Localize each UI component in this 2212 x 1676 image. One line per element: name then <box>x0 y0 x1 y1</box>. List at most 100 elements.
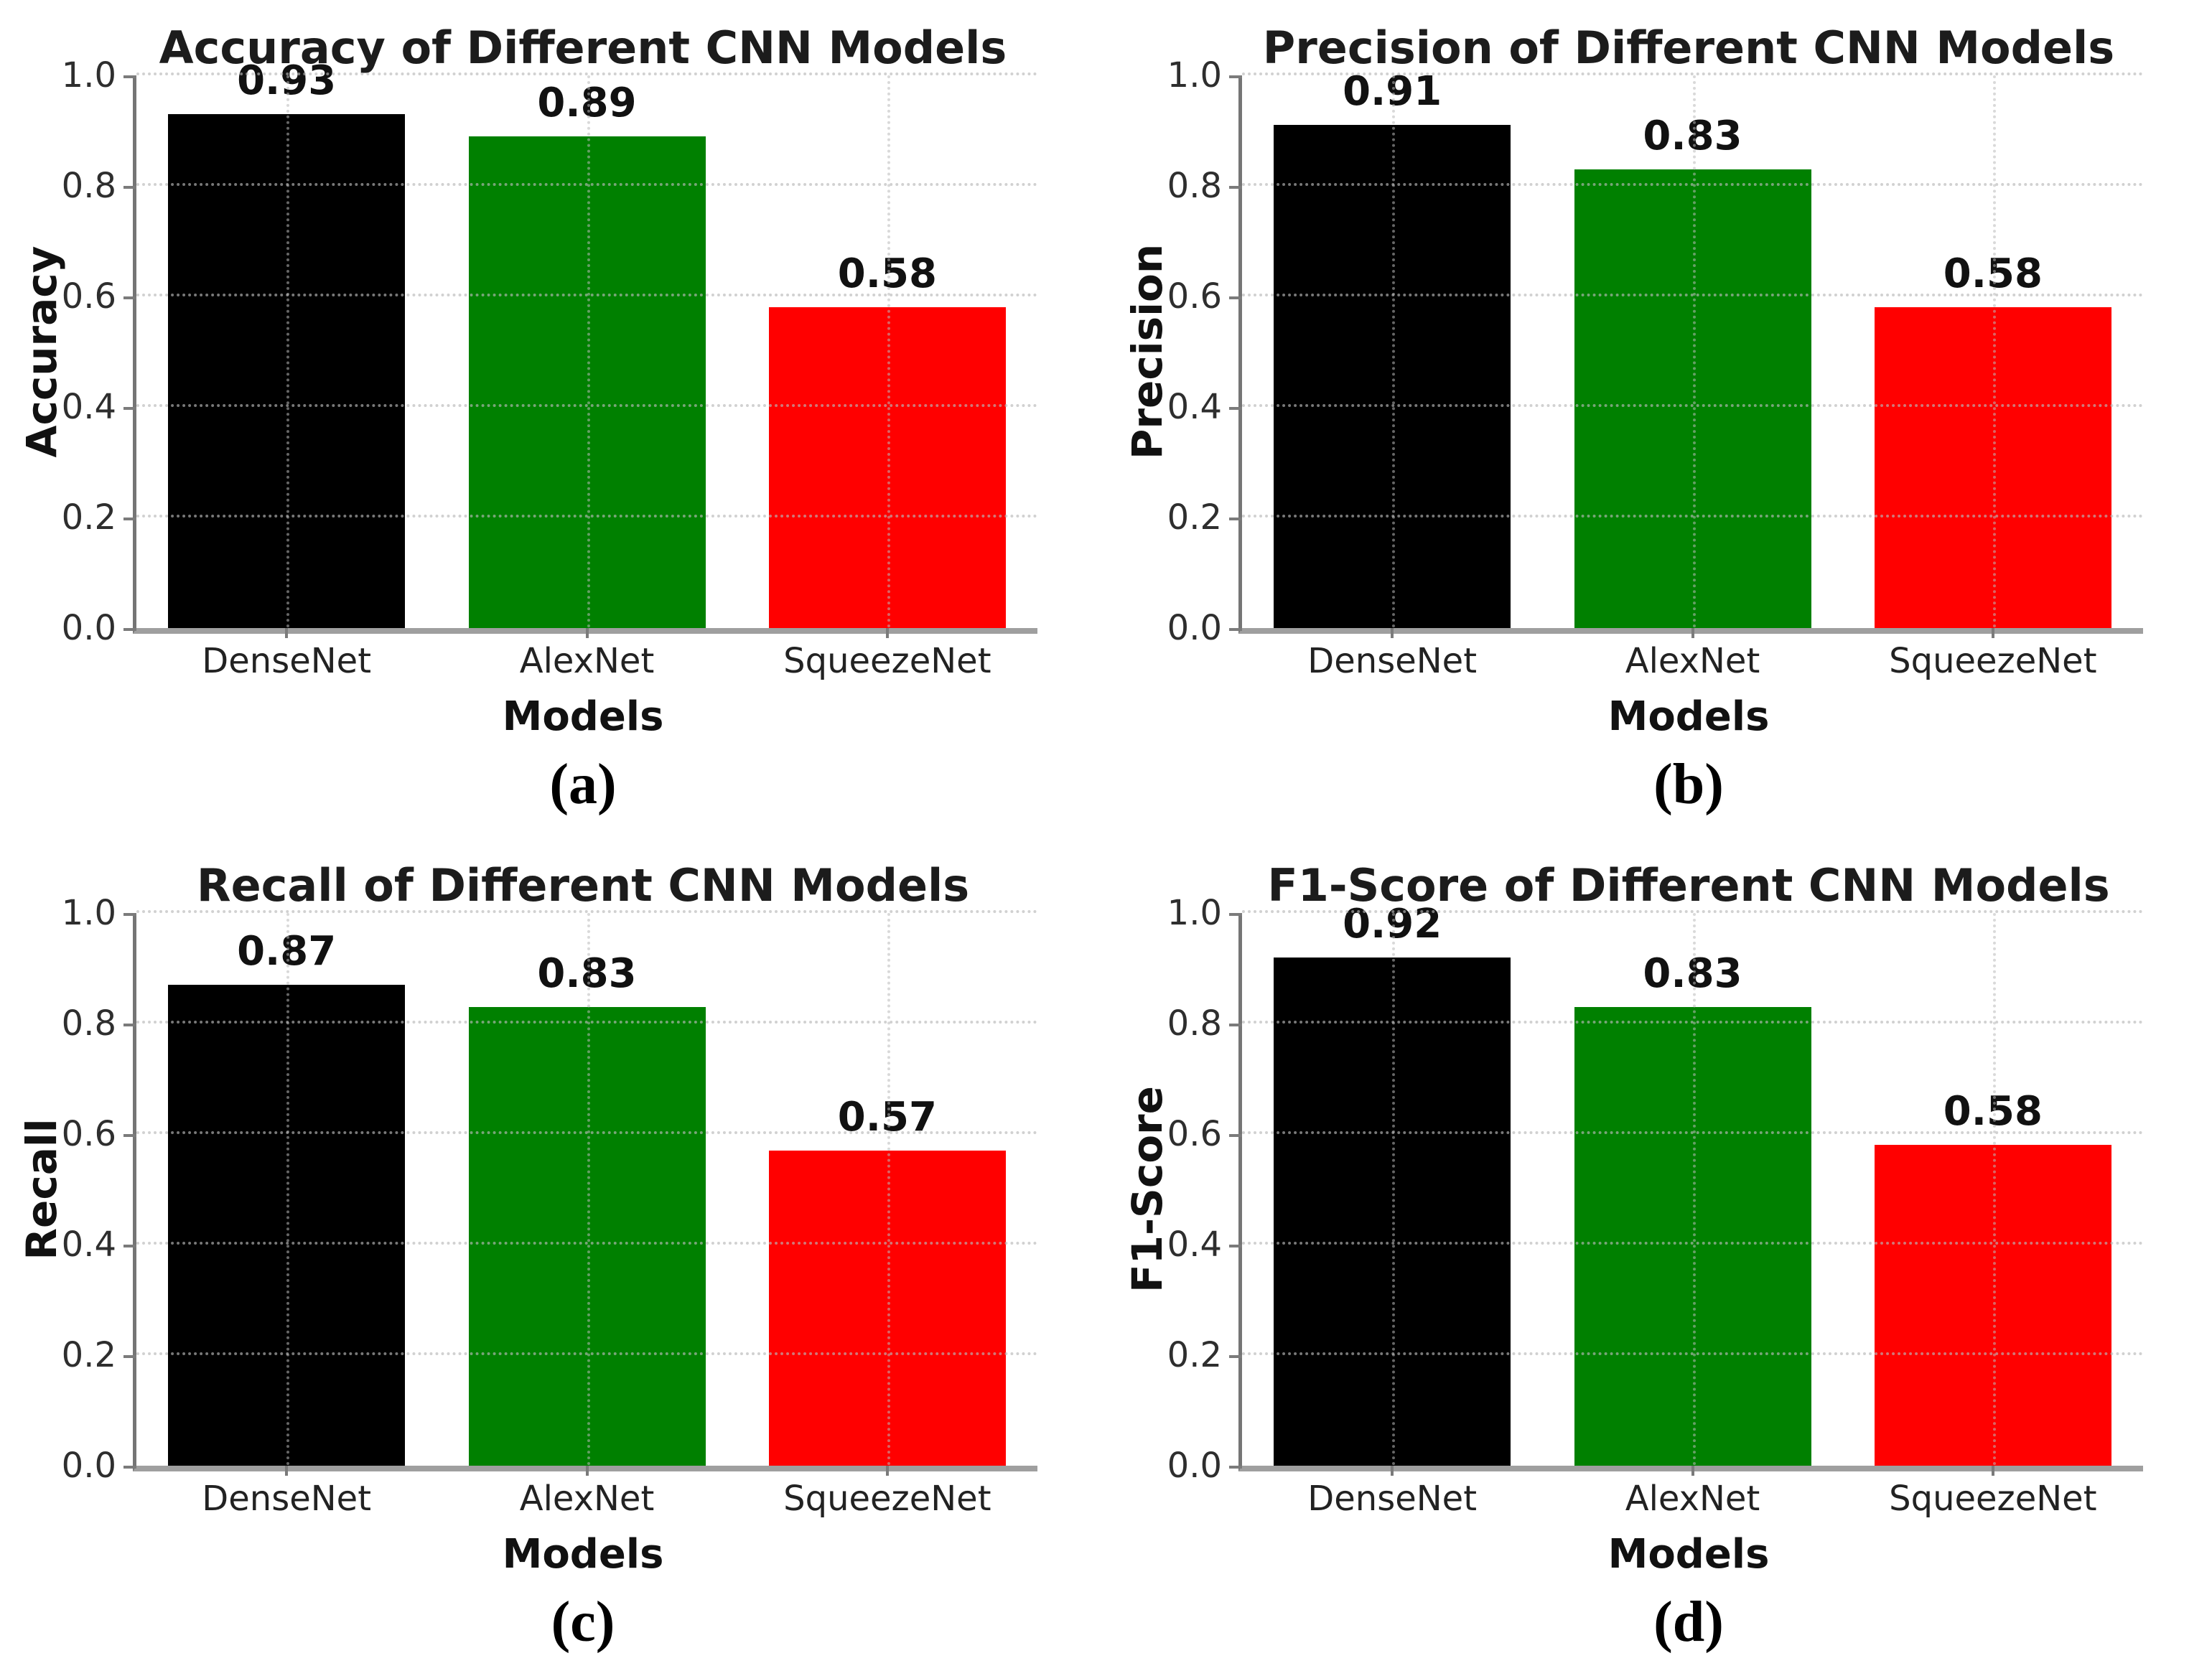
y-tick-label: 0.8 <box>1167 1003 1222 1044</box>
y-tick-mark <box>1229 75 1242 78</box>
x-axis-label: Models <box>1607 693 1770 740</box>
bar-alexnet: 0.83 <box>1574 113 1811 628</box>
y-tick-label: 1.0 <box>1167 55 1222 95</box>
chart-title: Recall of Different CNN Models <box>196 859 970 912</box>
y-tick-label: 0.8 <box>61 166 116 206</box>
bar-value-label: 0.58 <box>1943 251 2043 298</box>
bar-value-label: 0.57 <box>837 1094 937 1141</box>
y-tick-label: 0.4 <box>61 1225 116 1265</box>
x-tick-mark <box>1391 1466 1394 1476</box>
bar-value-label: 0.83 <box>1643 112 1742 159</box>
x-tick-mark <box>1691 1466 1694 1476</box>
bar-value-label: 0.58 <box>837 251 937 298</box>
chart-panel-recall: Recall of Different CNN Models Recall 0.… <box>0 838 1106 1676</box>
y-tick-label: 0.6 <box>61 1114 116 1154</box>
x-tick-mark <box>1691 628 1694 638</box>
y-tick-mark <box>1229 913 1242 916</box>
x-tick-label: SqueezeNet <box>783 1479 991 1519</box>
y-tick-mark <box>1229 1245 1242 1247</box>
y-tick-mark <box>1229 628 1242 631</box>
y-tick-label: 0.4 <box>61 387 116 427</box>
x-tick-label: DenseNet <box>1307 641 1478 681</box>
subfigure-caption: (c) <box>551 1591 615 1654</box>
bar-alexnet: 0.83 <box>1574 950 1811 1466</box>
y-tick-mark <box>1229 296 1242 299</box>
chart-title: F1-Score of Different CNN Models <box>1267 859 2110 912</box>
x-tick-mark <box>285 1466 289 1476</box>
x-tick-label: AlexNet <box>1625 1479 1760 1519</box>
x-tick-label: AlexNet <box>519 641 655 681</box>
bar-squeezenet: 0.57 <box>768 1094 1006 1466</box>
chart-title: Precision of Different CNN Models <box>1262 22 2115 74</box>
x-tick-mark <box>1991 628 1994 638</box>
bar-densenet: 0.91 <box>1274 68 1511 628</box>
x-tick-label: AlexNet <box>1625 641 1760 681</box>
x-tick-label: DenseNet <box>1307 1479 1478 1519</box>
x-tick-label: SqueezeNet <box>1889 641 2097 681</box>
y-tick-label: 0.4 <box>1167 387 1222 427</box>
y-tick-label: 0.0 <box>1167 1446 1222 1486</box>
bar-densenet: 0.92 <box>1274 901 1511 1466</box>
y-axis-label: F1-Score <box>1123 1086 1172 1293</box>
x-tick-mark <box>1991 1466 1994 1476</box>
bar-densenet: 0.93 <box>168 57 406 628</box>
bar-alexnet: 0.83 <box>468 950 706 1466</box>
y-tick-label: 1.0 <box>1167 893 1222 933</box>
bar-squeezenet: 0.58 <box>1874 251 2111 628</box>
y-tick-label: 1.0 <box>61 893 116 933</box>
y-tick-label: 0.8 <box>1167 166 1222 206</box>
x-tick-mark <box>885 1466 889 1476</box>
y-tick-label: 0.2 <box>61 1335 116 1375</box>
x-tick-mark <box>585 1466 589 1476</box>
y-tick-mark <box>123 518 136 520</box>
bar-value-label: 0.83 <box>537 950 637 997</box>
y-tick-label: 0.6 <box>1167 1114 1222 1154</box>
bar-value-label: 0.58 <box>1943 1088 2043 1136</box>
y-tick-mark <box>123 1134 136 1137</box>
plot-area: 0.0 0.2 0.4 0.6 0.8 1.0 0.87 DenseNet 0.83 AlexNe… <box>62 896 1037 1516</box>
y-tick-mark <box>123 628 136 631</box>
chart-panel-accuracy: Accuracy of Different CNN Models Accurac… <box>0 0 1106 838</box>
bar-value-label: 0.92 <box>1343 900 1442 947</box>
bar-value-label: 0.87 <box>237 928 337 975</box>
subfigure-caption: (d) <box>1653 1591 1724 1654</box>
plot-area: 0.0 0.2 0.4 0.6 0.8 1.0 0.91 DenseNet 0.83 AlexNe… <box>1167 58 2143 678</box>
y-axis-label: Recall <box>17 1118 66 1260</box>
y-tick-mark <box>1229 1355 1242 1358</box>
y-tick-label: 0.0 <box>1167 608 1222 648</box>
y-axis-label: Accuracy <box>17 245 66 458</box>
bar-alexnet: 0.89 <box>468 80 706 628</box>
y-axis-label: Precision <box>1123 243 1172 460</box>
y-tick-label: 0.0 <box>61 1446 116 1486</box>
y-tick-label: 0.0 <box>61 608 116 648</box>
x-axis-label: Models <box>502 693 664 740</box>
bar-densenet: 0.87 <box>168 928 406 1466</box>
x-axis-label: Models <box>1607 1531 1770 1578</box>
x-axis-label: Models <box>502 1531 664 1578</box>
plot-area: 0.0 0.2 0.4 0.6 0.8 1.0 0.92 DenseNet 0.83 AlexNe… <box>1167 896 2143 1516</box>
y-tick-label: 0.6 <box>61 276 116 317</box>
plot-area: 0.0 0.2 0.4 0.6 0.8 1.0 0.93 DenseNet 0.89 AlexNe… <box>62 57 1037 678</box>
y-tick-mark <box>123 296 136 299</box>
chart-panel-f1score: F1-Score of Different CNN Models F1-Scor… <box>1106 838 2212 1676</box>
y-tick-mark <box>1229 1466 1242 1469</box>
y-tick-mark <box>123 913 136 916</box>
bar-value-label: 0.83 <box>1643 950 1742 997</box>
y-tick-mark <box>123 75 136 78</box>
y-tick-label: 0.8 <box>61 1003 116 1044</box>
chart-title: Accuracy of Different CNN Models <box>159 22 1007 74</box>
y-tick-mark <box>123 186 136 189</box>
y-tick-mark <box>123 1245 136 1247</box>
y-tick-label: 0.4 <box>1167 1225 1222 1265</box>
bar-value-label: 0.93 <box>237 57 337 104</box>
y-tick-mark <box>123 407 136 410</box>
bar-value-label: 0.89 <box>537 79 637 126</box>
x-tick-mark <box>285 628 289 638</box>
x-tick-label: AlexNet <box>519 1479 655 1519</box>
x-tick-label: DenseNet <box>202 1479 372 1519</box>
x-tick-label: DenseNet <box>202 641 372 681</box>
y-tick-label: 0.6 <box>1167 276 1222 317</box>
y-tick-mark <box>1229 407 1242 410</box>
bar-squeezenet: 0.58 <box>1874 1088 2111 1466</box>
